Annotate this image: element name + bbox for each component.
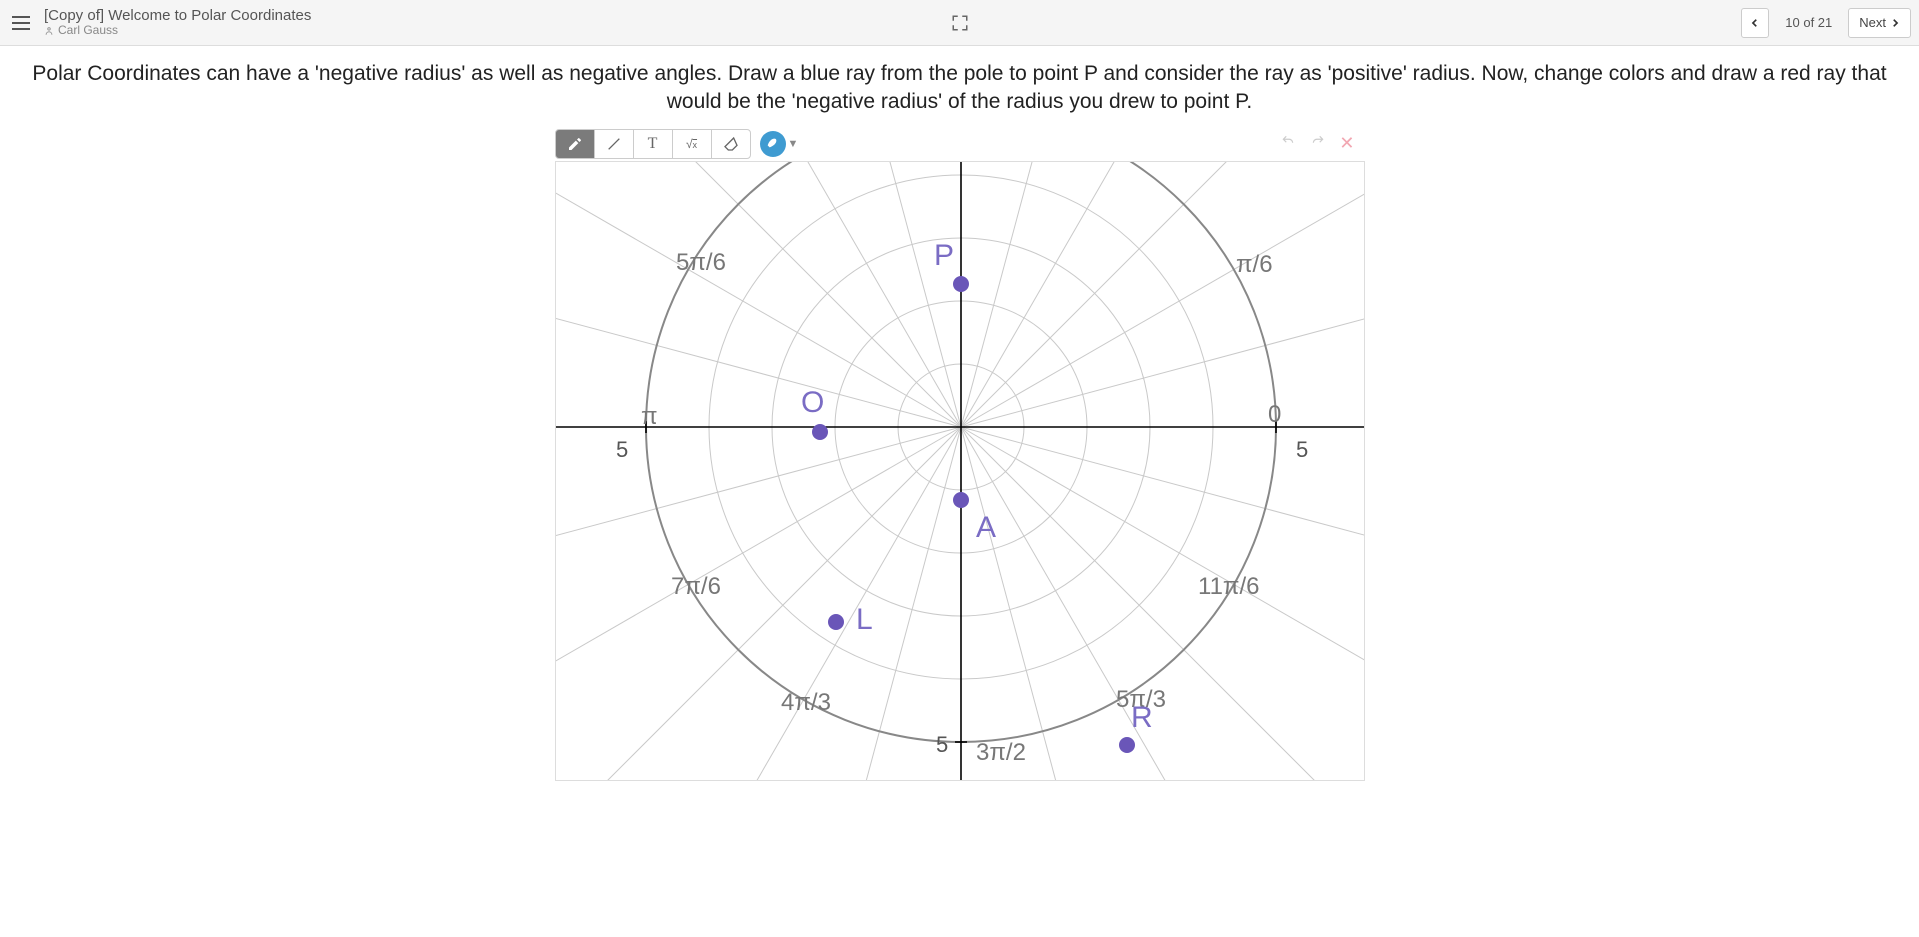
author-icon [44, 26, 54, 36]
prev-button[interactable] [1741, 8, 1769, 38]
fullscreen-icon[interactable] [951, 14, 969, 32]
svg-text:11π/6: 11π/6 [1198, 573, 1260, 600]
svg-text:π/6: π/6 [1236, 251, 1273, 278]
svg-text:R: R [1131, 701, 1153, 734]
redo-button[interactable] [1309, 134, 1327, 153]
svg-text:7π/6: 7π/6 [671, 573, 721, 600]
undo-button[interactable] [1279, 134, 1297, 153]
svg-text:A: A [976, 511, 996, 544]
svg-text:5: 5 [616, 437, 628, 462]
eraser-tool[interactable] [711, 129, 751, 159]
math-tool[interactable]: √x [672, 129, 712, 159]
line-tool[interactable] [594, 129, 634, 159]
svg-text:5π/6: 5π/6 [676, 249, 726, 276]
author-line: Carl Gauss [44, 24, 311, 38]
svg-text:3π/2: 3π/2 [976, 739, 1026, 766]
polar-graph[interactable]: 0π/65π/6π7π/64π/33π/25π/311π/6555POALR [555, 161, 1365, 781]
activity-title: [Copy of] Welcome to Polar Coordinates [44, 7, 311, 24]
text-tool[interactable]: T [633, 129, 673, 159]
instruction-text: Polar Coordinates can have a 'negative r… [0, 46, 1919, 127]
color-caret-icon[interactable]: ▼ [788, 138, 799, 150]
drawing-toolbar: T √x ▼ ✕ [555, 127, 1365, 161]
svg-text:0: 0 [1268, 401, 1281, 428]
title-block: [Copy of] Welcome to Polar Coordinates C… [44, 7, 311, 38]
nav-group: 10 of 21 Next [1741, 8, 1911, 38]
svg-text:P: P [934, 239, 954, 272]
canvas-area: T √x ▼ ✕ 0π/65π/6π7π/64π/33π/25π/311π/65… [555, 127, 1365, 781]
svg-text:5: 5 [1296, 437, 1308, 462]
screen-counter: 10 of 21 [1775, 15, 1842, 30]
color-picker[interactable] [760, 131, 786, 157]
next-label: Next [1859, 15, 1886, 30]
menu-icon[interactable] [8, 9, 36, 37]
app-header: [Copy of] Welcome to Polar Coordinates C… [0, 0, 1919, 46]
clear-button[interactable]: ✕ [1339, 133, 1354, 154]
svg-text:O: O [801, 386, 824, 419]
svg-text:4π/3: 4π/3 [781, 689, 831, 716]
author-name: Carl Gauss [58, 24, 118, 38]
pencil-tool[interactable] [555, 129, 595, 159]
svg-text:5: 5 [936, 732, 948, 757]
next-button[interactable]: Next [1848, 8, 1911, 38]
svg-text:π: π [641, 403, 658, 430]
svg-text:L: L [856, 603, 873, 636]
